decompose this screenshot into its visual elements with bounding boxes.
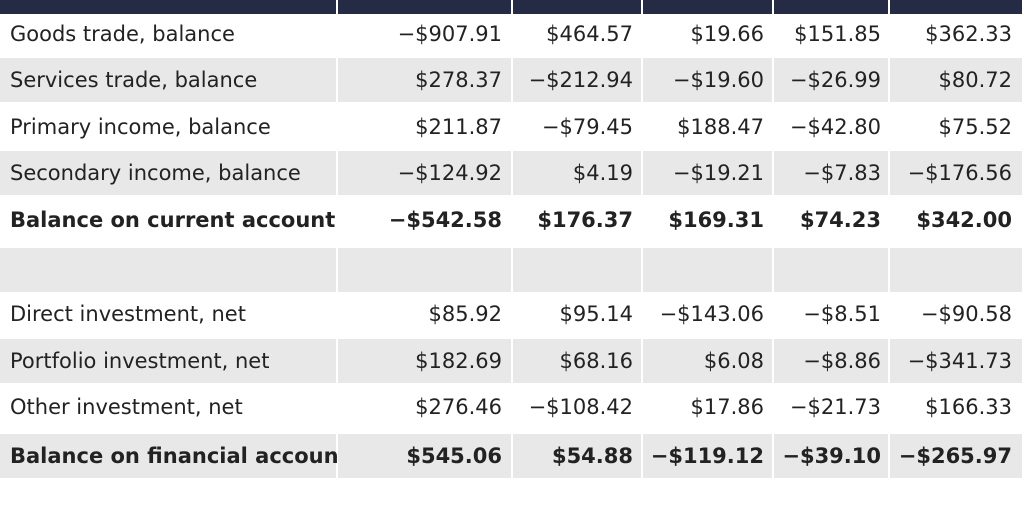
- row-value: −$143.06: [659, 302, 764, 326]
- row-value: $6.08: [643, 339, 772, 383]
- row-value: $80.72: [890, 58, 1022, 102]
- row-value: $169.31: [668, 208, 764, 232]
- row-label: Portfolio investment, net: [0, 339, 336, 383]
- row-value: $4.19: [513, 151, 641, 195]
- table-row: Goods trade, balance −$907.91 $464.57 $1…: [0, 12, 1022, 56]
- row-label: Balance on financial account: [0, 434, 349, 478]
- row-value: $545.06: [338, 434, 511, 478]
- table-row: Direct investment, net $85.92 $95.14 −$1…: [0, 292, 1022, 336]
- row-value: $19.66: [690, 22, 764, 46]
- table-row: Portfolio investment, net $182.69 $68.16…: [0, 339, 1022, 383]
- row-value: $276.46: [415, 395, 502, 419]
- table-row-total: Balance on current account −$542.58 $176…: [0, 198, 1022, 242]
- header-cell: [513, 0, 641, 14]
- row-value: [774, 248, 888, 292]
- row-label: [0, 248, 336, 292]
- header-cell: [774, 0, 888, 14]
- row-value: $68.16: [513, 339, 641, 383]
- header-cell: [0, 0, 336, 14]
- row-value: −$42.80: [789, 115, 881, 139]
- row-value: $278.37: [338, 58, 511, 102]
- row-value: −$907.91: [397, 22, 502, 46]
- table-row-spacer: [0, 248, 1022, 292]
- row-value: −$7.83: [774, 151, 888, 195]
- row-value: −$90.58: [920, 302, 1012, 326]
- row-value: [643, 248, 772, 292]
- row-value: [513, 248, 641, 292]
- row-value: [338, 248, 511, 292]
- row-value: −$108.42: [528, 395, 633, 419]
- row-value: $75.52: [938, 115, 1012, 139]
- row-value: −$21.73: [789, 395, 881, 419]
- row-value: [890, 248, 1022, 292]
- row-value: −$212.94: [513, 58, 641, 102]
- row-value: $74.23: [799, 208, 881, 232]
- row-value: $17.86: [690, 395, 764, 419]
- row-value: −$39.10: [774, 434, 888, 478]
- row-value: −$79.45: [541, 115, 633, 139]
- table-row-total: Balance on financial account $545.06 $54…: [0, 434, 1022, 478]
- row-label: Services trade, balance: [0, 58, 336, 102]
- header-cell: [890, 0, 1022, 14]
- row-value: $182.69: [338, 339, 511, 383]
- header-cell: [643, 0, 772, 14]
- header-cell: [338, 0, 511, 14]
- row-value: $151.85: [794, 22, 881, 46]
- row-value: −$26.99: [774, 58, 888, 102]
- row-value: $85.92: [428, 302, 502, 326]
- row-value: $166.33: [925, 395, 1012, 419]
- row-value: −$124.92: [338, 151, 511, 195]
- row-label: Goods trade, balance: [10, 22, 235, 46]
- table-row: Secondary income, balance −$124.92 $4.19…: [0, 151, 1022, 195]
- row-value: $362.33: [925, 22, 1012, 46]
- row-label: Other investment, net: [10, 395, 243, 419]
- row-value: $188.47: [677, 115, 764, 139]
- row-value: −$341.73: [890, 339, 1022, 383]
- row-value: $54.88: [513, 434, 641, 478]
- row-label: Balance on current account: [10, 208, 336, 232]
- table-row: Services trade, balance $278.37 −$212.94…: [0, 58, 1022, 102]
- row-value: −$8.86: [774, 339, 888, 383]
- row-value: −$8.51: [803, 302, 881, 326]
- table-row: Other investment, net $276.46 −$108.42 $…: [0, 385, 1022, 429]
- row-value: −$176.56: [890, 151, 1022, 195]
- row-value: $464.57: [546, 22, 633, 46]
- row-label: Direct investment, net: [10, 302, 246, 326]
- row-label: Secondary income, balance: [0, 151, 336, 195]
- row-value: −$19.21: [643, 151, 772, 195]
- row-value: $95.14: [559, 302, 633, 326]
- row-value: −$265.97: [890, 434, 1022, 478]
- row-value: $342.00: [916, 208, 1012, 232]
- table-header-strip: [0, 0, 1022, 14]
- row-label: Primary income, balance: [10, 115, 271, 139]
- row-value: −$19.60: [643, 58, 772, 102]
- row-value: −$119.12: [643, 434, 772, 478]
- row-value: $176.37: [537, 208, 633, 232]
- row-value: −$542.58: [388, 208, 502, 232]
- row-value: $211.87: [415, 115, 502, 139]
- table-row: Primary income, balance $211.87 −$79.45 …: [0, 105, 1022, 149]
